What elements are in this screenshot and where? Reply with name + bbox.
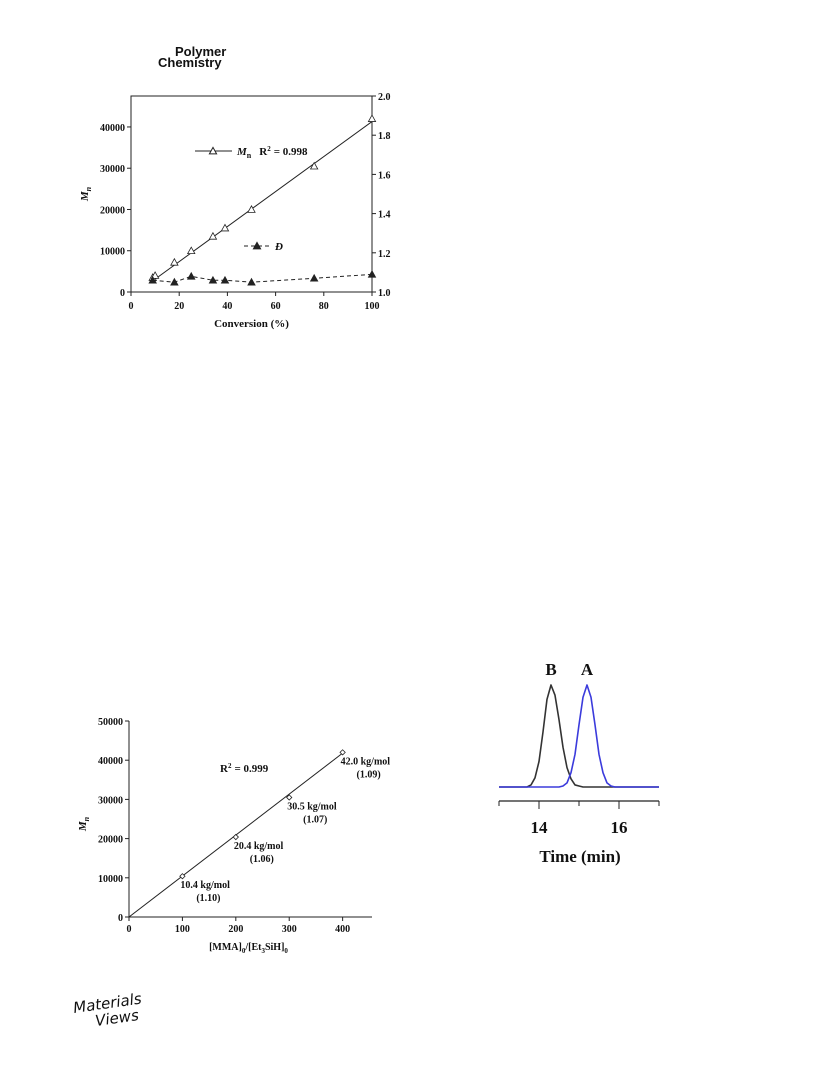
x-tick-label: 40 xyxy=(222,301,232,312)
text-part: M xyxy=(236,146,248,158)
x-axis-label: Conversion (%) xyxy=(214,318,289,330)
data-point xyxy=(186,246,196,255)
y-tick-label: 10000 xyxy=(98,874,123,885)
data-point xyxy=(309,161,319,170)
data-point xyxy=(286,794,293,801)
y-tick-label: 0 xyxy=(120,288,125,299)
legend-marker xyxy=(208,146,218,155)
plot-frame xyxy=(130,95,373,293)
y-axis-label: Mn xyxy=(77,816,91,832)
text-part: 2 xyxy=(267,145,271,153)
peak-label: B xyxy=(545,660,556,679)
fit-line xyxy=(152,121,373,282)
data-point xyxy=(208,231,218,240)
x-tick-label: 0 xyxy=(127,924,132,935)
value-label: 42.0 kg/mol xyxy=(341,756,391,767)
x-tick-label: 80 xyxy=(319,301,329,312)
value-label: 30.5 kg/mol xyxy=(287,801,337,812)
text-part: = 0.999 xyxy=(234,763,268,775)
peak-label: A xyxy=(581,660,594,679)
text-part: [MMA] xyxy=(209,942,242,953)
legend-marker xyxy=(252,241,262,250)
x-tick-label: 16 xyxy=(611,818,628,837)
x-axis-label: [MMA]0/[Et3SiH]0 xyxy=(209,942,288,955)
dispersity-label: (1.09) xyxy=(357,769,381,780)
y-tick-label: 20000 xyxy=(98,835,123,846)
x-tick-label: 20 xyxy=(174,301,184,312)
data-point xyxy=(179,873,186,880)
data-point xyxy=(170,257,179,266)
data-point xyxy=(247,205,256,213)
x-tick-label: 100 xyxy=(365,301,380,312)
data-point xyxy=(186,271,196,280)
data-point xyxy=(367,114,377,122)
y2-tick-label: 1.8 xyxy=(378,131,391,142)
text-part: 2 xyxy=(228,762,232,770)
data-point xyxy=(150,271,160,279)
dispersity-label: (1.07) xyxy=(303,814,327,825)
data-point xyxy=(367,269,377,278)
data-point xyxy=(208,275,218,284)
y2-tick-label: 1.0 xyxy=(378,288,391,299)
value-label: 10.4 kg/mol xyxy=(180,880,230,891)
y-tick-label: 20000 xyxy=(100,205,125,216)
y-tick-label: 50000 xyxy=(98,717,123,728)
journal-name: Chemistry xyxy=(158,55,222,70)
x-axis-label: Time (min) xyxy=(539,847,620,866)
legend-label: Mn R2 = 0.998 xyxy=(236,145,308,160)
data-point xyxy=(170,277,179,286)
text-part: R xyxy=(259,146,268,158)
text-part: SiH] xyxy=(265,942,284,953)
y2-tick-label: 1.6 xyxy=(378,170,391,181)
y-tick-label: 0 xyxy=(118,913,123,924)
dispersity-label: (1.10) xyxy=(196,893,220,904)
text-part: 3 xyxy=(261,947,265,955)
data-point xyxy=(220,223,230,232)
text-part: 0 xyxy=(284,947,288,955)
data-point xyxy=(339,749,346,756)
y-tick-label: 40000 xyxy=(100,123,125,134)
text-part: M xyxy=(77,820,89,832)
text-part: n xyxy=(84,186,93,191)
x-tick-label: 400 xyxy=(335,924,350,935)
r2-label: R2 = 0.999 xyxy=(220,762,269,775)
text-part: /[Et xyxy=(244,942,262,953)
data-point xyxy=(309,273,319,282)
data-point xyxy=(220,275,230,284)
text-part: n xyxy=(247,151,252,160)
y-tick-label: 30000 xyxy=(100,164,125,175)
x-tick-label: 300 xyxy=(282,924,297,935)
y-tick-label: 30000 xyxy=(98,795,123,806)
y-axis-label: Mn xyxy=(79,186,93,202)
journal-name: Polymer xyxy=(175,44,226,59)
x-tick-label: 200 xyxy=(228,924,243,935)
data-point xyxy=(247,277,256,286)
y-tick-label: 40000 xyxy=(98,756,123,767)
x-tick-label: 100 xyxy=(175,924,190,935)
trace xyxy=(499,684,659,788)
data-point xyxy=(148,275,157,284)
x-tick-label: 60 xyxy=(271,301,281,312)
text-part: R xyxy=(220,763,229,775)
dispersity-label: (1.06) xyxy=(250,854,274,865)
x-tick-label: 0 xyxy=(129,301,134,312)
data-point xyxy=(232,833,239,841)
text-part: 0 xyxy=(242,947,246,955)
y2-tick-label: 1.4 xyxy=(378,210,391,221)
text-part: n xyxy=(82,816,91,821)
legend-label: Đ xyxy=(274,241,283,253)
logo: Views xyxy=(94,1006,140,1030)
x-tick-label: 14 xyxy=(531,818,549,837)
series-line xyxy=(152,273,373,283)
text-part: M xyxy=(79,190,91,202)
y2-tick-label: 2.0 xyxy=(378,92,391,103)
text-part: Đ xyxy=(274,241,283,253)
y-tick-label: 10000 xyxy=(100,247,125,258)
y2-tick-label: 1.2 xyxy=(378,249,391,260)
text-part: = 0.998 xyxy=(274,146,308,158)
value-label: 20.4 kg/mol xyxy=(234,841,284,852)
